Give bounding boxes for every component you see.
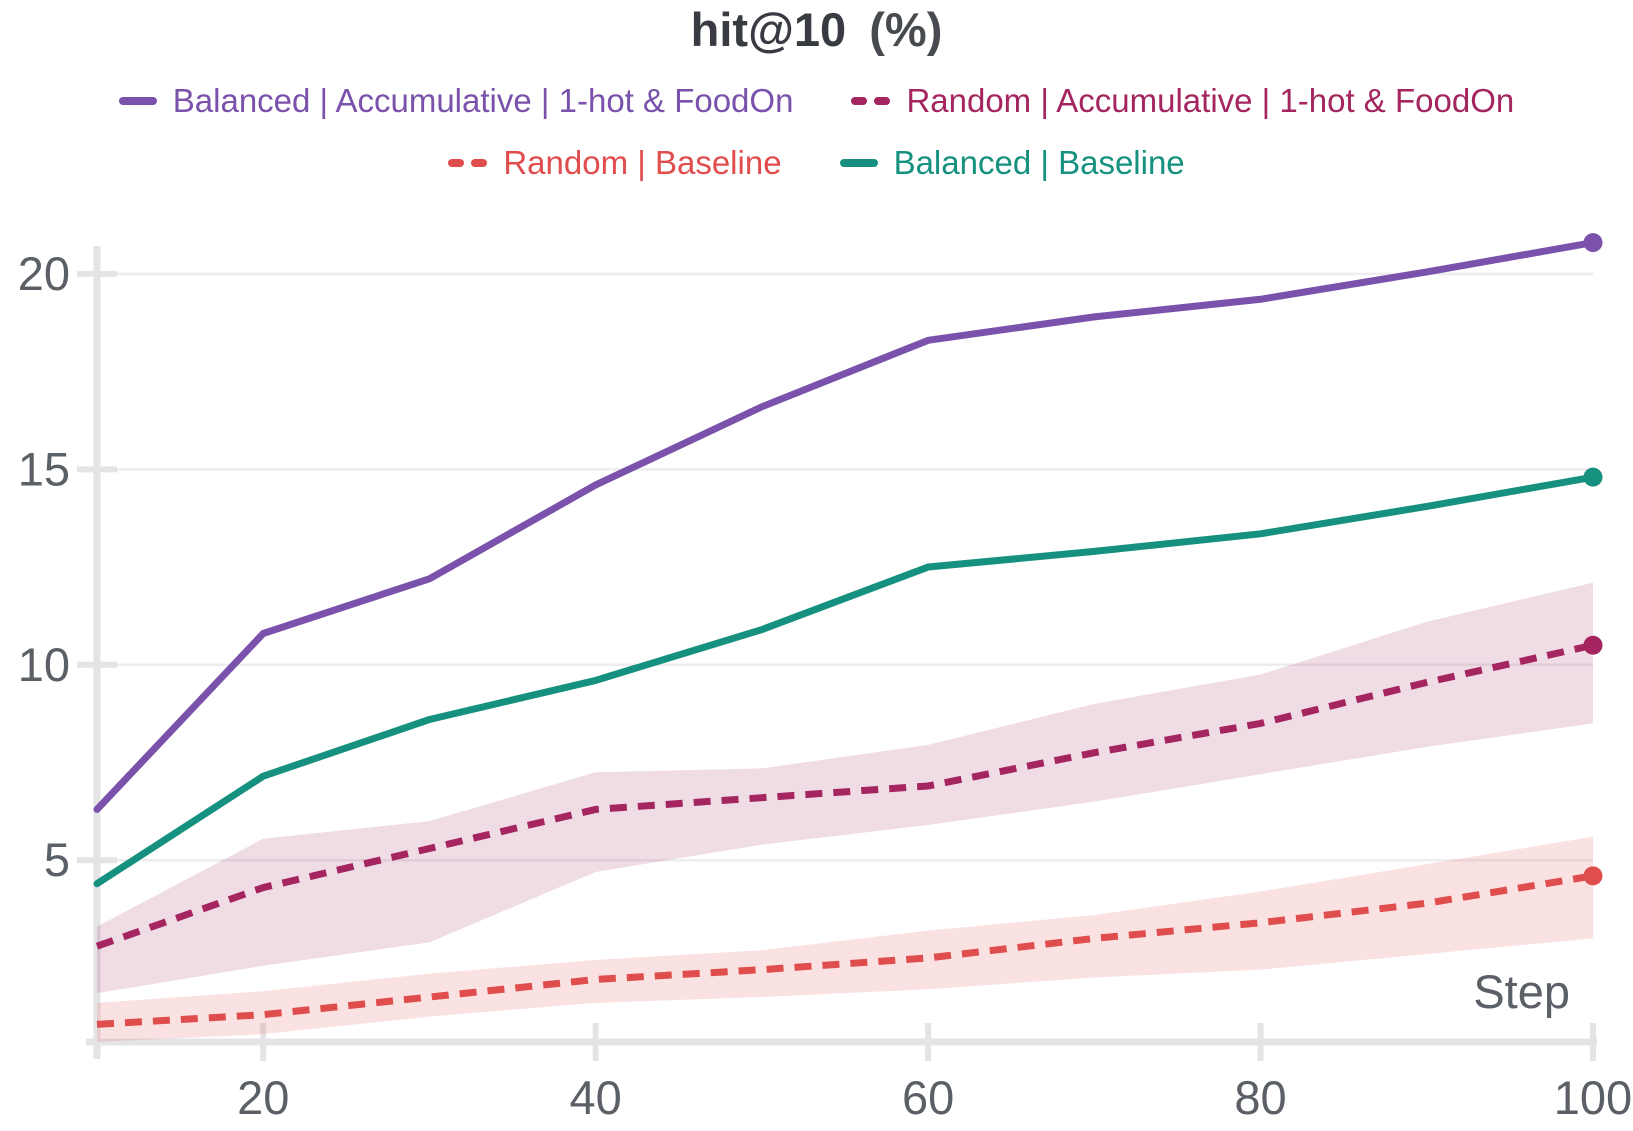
ytick-label-5: 5 (44, 833, 70, 886)
series-line-3 (93, 473, 1597, 888)
legend: Balanced | Accumulative | 1-hot & FoodOn… (0, 82, 1633, 182)
ytick-label-15: 15 (18, 442, 70, 495)
ytick-label-20: 20 (18, 247, 70, 300)
swatch-bar (874, 97, 891, 105)
series-end-dot-2 (1583, 866, 1603, 886)
legend-label: Balanced | Baseline (893, 144, 1185, 181)
legend-row-2: Random | Baseline Balanced | Baseline (0, 144, 1633, 182)
ytick-label-10: 10 (18, 638, 70, 691)
legend-item-1: Random | Accumulative | 1-hot & FoodOn (851, 82, 1514, 120)
legend-label: Balanced | Accumulative | 1-hot & FoodOn (172, 82, 794, 119)
legend-row-1: Balanced | Accumulative | 1-hot & FoodOn… (0, 82, 1633, 120)
legend-item-3: Balanced | Baseline (839, 144, 1185, 182)
series-end-dot-0 (1583, 233, 1603, 253)
series-line-1 (95, 641, 1594, 950)
swatch-bar (839, 159, 878, 167)
xtick-label-100: 100 (1554, 1071, 1632, 1124)
series-end-dot-1 (1583, 635, 1603, 655)
x-axis-label: Step (1473, 965, 1570, 1018)
legend-item-0: Balanced | Accumulative | 1-hot & FoodOn (118, 82, 794, 120)
title-unit: (%) (869, 3, 943, 56)
legend-label: Random | Accumulative | 1-hot & FoodOn (906, 82, 1515, 119)
swatch-bar (471, 159, 488, 167)
solid-line-swatch-icon (118, 97, 157, 105)
series-end-dot-3 (1583, 467, 1603, 487)
xtick-label-60: 60 (902, 1071, 954, 1124)
swatch-bar (118, 97, 157, 105)
legend-item-2: Random | Baseline (448, 144, 782, 182)
swatch-bar (448, 159, 465, 167)
series-line-0 (93, 239, 1597, 813)
xtick-label-20: 20 (237, 1071, 289, 1124)
chart-title: hit@10 (%) (0, 2, 1633, 57)
title-metric: hit@10 (690, 3, 847, 56)
solid-line-swatch-icon (839, 159, 878, 167)
dashed-line-swatch-icon (448, 159, 488, 167)
swatch-bar (851, 97, 868, 105)
xtick-label-80: 80 (1234, 1071, 1286, 1124)
xtick-label-40: 40 (570, 1071, 622, 1124)
dashed-line-swatch-icon (851, 97, 891, 105)
band-1 (97, 582, 1593, 994)
legend-label: Random | Baseline (503, 144, 782, 181)
